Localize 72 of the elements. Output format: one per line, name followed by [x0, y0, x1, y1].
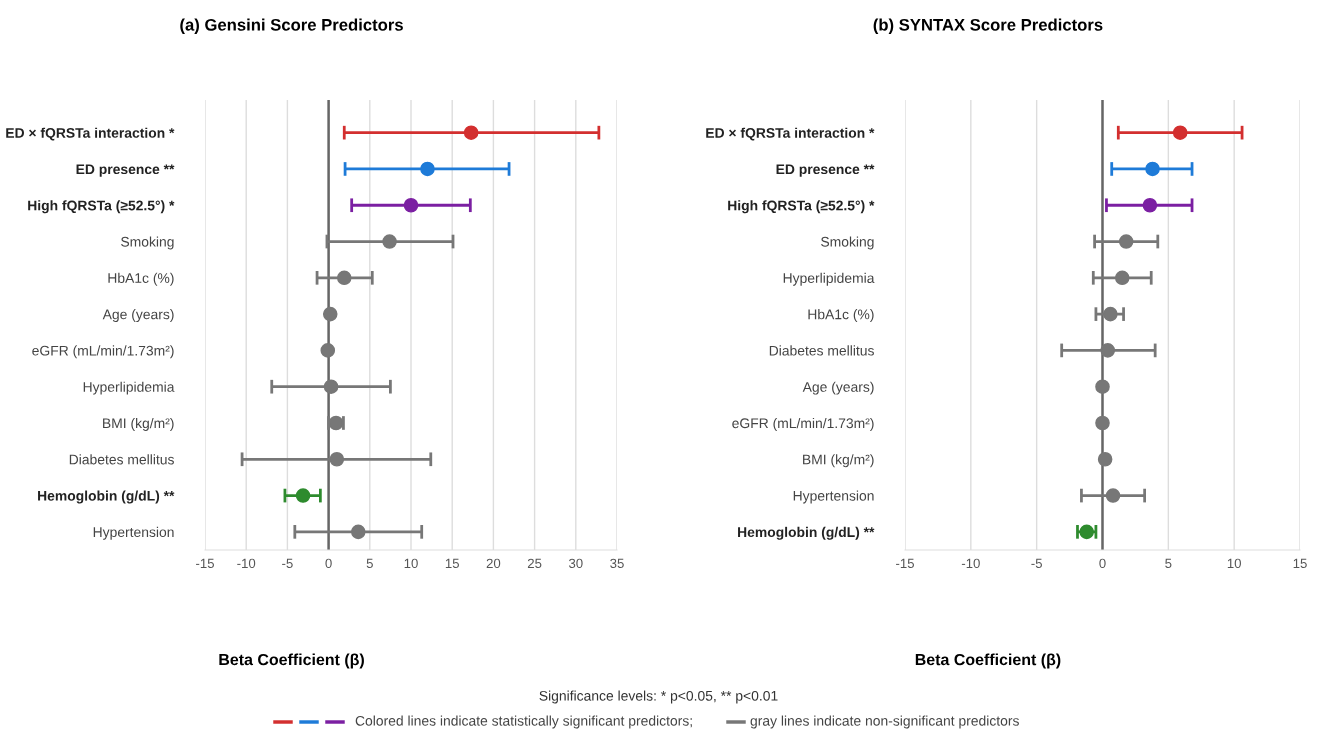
x-tick-label: 20 — [486, 558, 501, 569]
point — [382, 234, 397, 249]
x-tick-label: 15 — [445, 558, 459, 569]
point — [463, 125, 479, 140]
y-tick-label: Hemoglobin (g/dL) ** — [738, 526, 875, 540]
x-tick-label: -10 — [237, 558, 256, 569]
x-axis-title: Beta Coefficient (β) — [915, 653, 1061, 669]
y-tick-label: Smoking — [821, 236, 874, 250]
chart-title: (b) SYNTAX Score Predictors — [873, 18, 1103, 35]
y-tick-label: Diabetes mellitus — [769, 345, 874, 356]
x-tick-label: 5 — [1165, 558, 1172, 569]
point — [420, 161, 435, 177]
y-tick-label: HbA1c (%) — [808, 309, 874, 323]
point — [1095, 379, 1110, 394]
point — [1172, 125, 1188, 140]
y-tick-label: Hypertension — [793, 490, 874, 504]
y-tick-label: Hyperlipidemia — [783, 272, 875, 286]
point — [1079, 524, 1094, 540]
x-axis-title: Beta Coefficient (β) — [219, 653, 364, 669]
y-tick-label: eGFR (mL/min/1.73m²) — [732, 417, 874, 431]
y-tick-label: Hemoglobin (g/dL) ** — [38, 490, 175, 504]
x-tick-label: 0 — [1099, 558, 1106, 569]
point — [329, 451, 345, 467]
point — [1145, 161, 1160, 177]
y-tick-label: BMI (kg/m²) — [103, 417, 174, 431]
y-tick-label: Hypertension — [93, 526, 174, 540]
y-tick-label: HbA1c (%) — [108, 272, 174, 286]
point — [295, 488, 311, 503]
x-tick-label: 15 — [1293, 558, 1307, 569]
y-tick-label: High fQRSTa (≥52.5°) * — [28, 200, 175, 214]
y-tick-label: Age (years) — [102, 309, 174, 323]
x-tick-label: 25 — [527, 558, 542, 569]
x-tick-label: 0 — [325, 558, 332, 569]
point — [323, 379, 339, 394]
point — [350, 524, 366, 540]
x-tick-label: 5 — [366, 558, 373, 569]
y-tick-label: Smoking — [121, 236, 174, 250]
y-tick-label: eGFR (mL/min/1.73m²) — [32, 345, 174, 359]
y-tick-label: BMI (kg/m²) — [803, 454, 874, 468]
text: Significance levels: * p<0.05, ** p<0.01 — [539, 690, 778, 704]
y-tick-label: ED presence ** — [76, 164, 175, 177]
x-tick-label: -5 — [1031, 558, 1042, 569]
x-tick-label: -15 — [196, 558, 214, 569]
chart-title: (a) Gensini Score Predictors — [180, 18, 403, 35]
y-tick-label: Age (years) — [802, 381, 874, 395]
point — [336, 270, 352, 286]
point — [1100, 343, 1116, 358]
point — [1114, 270, 1130, 286]
point — [1095, 415, 1110, 431]
x-tick-label: -5 — [282, 558, 293, 569]
point — [1142, 197, 1158, 213]
point — [403, 197, 419, 213]
x-tick-label: -10 — [961, 558, 980, 569]
point — [322, 306, 338, 322]
point — [1118, 234, 1134, 249]
x-tick-label: 35 — [610, 558, 624, 569]
x-tick-label: -15 — [896, 558, 914, 569]
point — [320, 343, 336, 358]
x-tick-label: 30 — [568, 558, 583, 569]
y-tick-label: ED × fQRSTa interaction * — [6, 127, 175, 141]
y-tick-label: Hyperlipidemia — [83, 381, 175, 395]
y-tick-label: ED presence ** — [776, 164, 875, 177]
point — [1103, 306, 1118, 322]
y-tick-label: Diabetes mellitus — [69, 454, 174, 465]
x-tick-label: 10 — [404, 558, 418, 569]
y-tick-label: ED × fQRSTa interaction * — [706, 127, 875, 141]
y-tick-label: High fQRSTa (≥52.5°) * — [728, 200, 875, 214]
text: gray lines indicate non-significant predictors — [750, 715, 1019, 729]
point — [1105, 488, 1121, 503]
text: Colored lines indicate statistically significant predictors; — [355, 715, 692, 729]
point — [1097, 451, 1113, 467]
x-tick-label: 10 — [1227, 558, 1241, 569]
